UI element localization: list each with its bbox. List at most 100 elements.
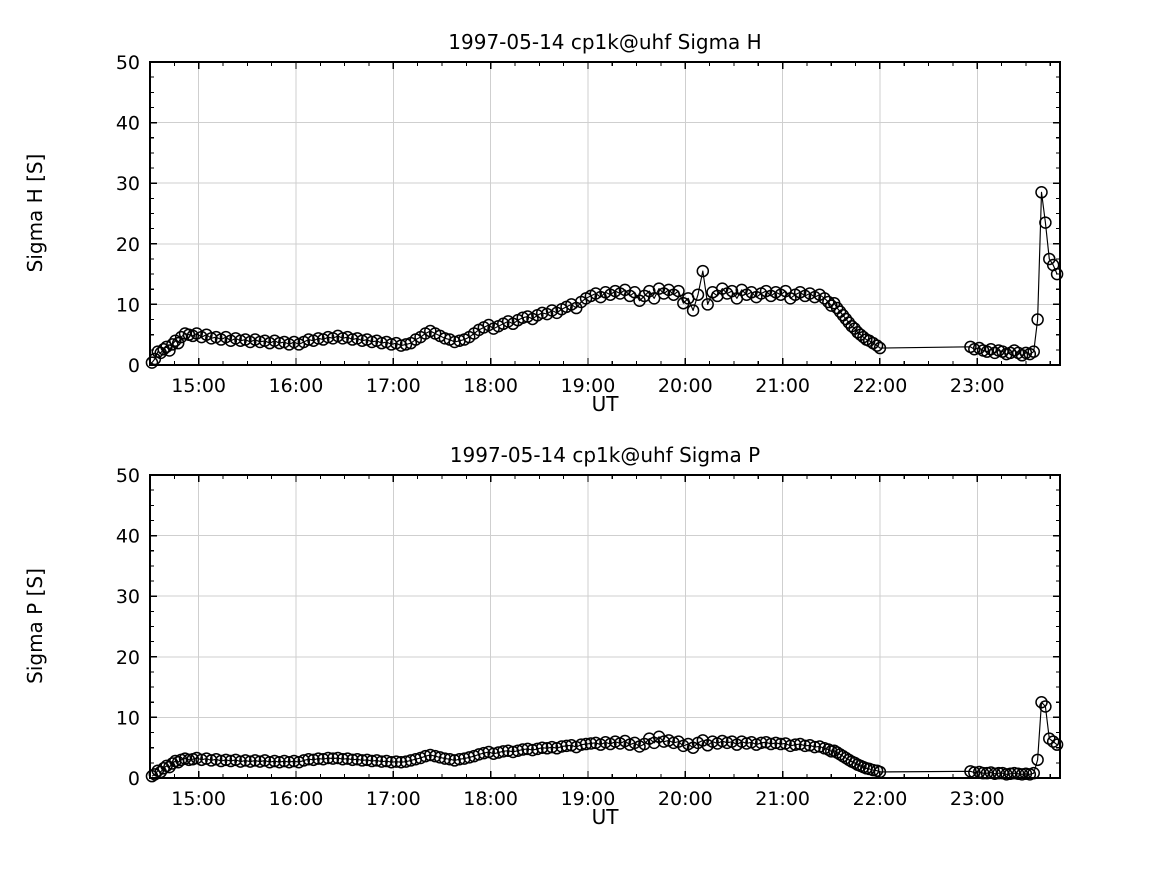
data-point-marker: [419, 749, 432, 763]
data-point-marker: [584, 737, 598, 750]
plot-markers-sigma-h: [145, 186, 1064, 369]
data-point-marker: [195, 753, 208, 767]
xtick-label: 19:00: [561, 788, 616, 810]
data-point-marker: [351, 752, 364, 766]
xtick-label: 19:00: [561, 375, 616, 397]
data-point-marker: [818, 292, 831, 305]
data-point-marker: [1015, 768, 1029, 781]
data-point-marker: [321, 330, 335, 344]
data-point-marker: [492, 746, 505, 759]
data-point-marker: [312, 752, 325, 765]
data-point-marker: [1035, 696, 1048, 709]
data-point-marker: [720, 736, 734, 750]
data-point-marker: [219, 753, 233, 767]
data-point-marker: [145, 356, 159, 369]
data-point-marker: [672, 284, 685, 298]
xtick-label: 21:00: [755, 375, 810, 397]
xtick-label: 15:00: [171, 788, 226, 810]
grid-sigma-p: [150, 475, 1060, 778]
data-point-marker: [268, 754, 281, 768]
ytick-label: 0: [128, 768, 140, 790]
data-point-marker: [1050, 267, 1064, 281]
data-point-marker: [1031, 313, 1044, 326]
data-point-marker: [555, 740, 568, 753]
data-point-marker: [248, 754, 262, 767]
data-point-marker: [341, 752, 354, 765]
chart-title-sigma-h: 1997-05-14 cp1k@uhf Sigma H: [448, 30, 761, 54]
data-point-marker: [531, 742, 544, 756]
data-point-marker: [1039, 700, 1052, 713]
data-point-marker: [355, 754, 369, 767]
data-point-marker: [789, 738, 802, 751]
data-point-marker: [375, 336, 388, 350]
data-point-marker: [477, 746, 491, 760]
plot-markers-sigma-p: [145, 696, 1064, 783]
xtick-label: 17:00: [366, 375, 421, 397]
data-point-marker: [516, 743, 530, 756]
data-point-marker: [1043, 252, 1056, 266]
data-point-marker: [365, 754, 379, 768]
data-point-marker: [764, 737, 778, 751]
data-point-marker: [1043, 732, 1056, 745]
data-point-marker: [1050, 738, 1064, 751]
ytick-label: 10: [116, 707, 140, 729]
data-point-marker: [453, 752, 466, 766]
data-point-marker: [380, 754, 393, 768]
ticks-sigma-h: [149, 61, 1060, 366]
data-point-marker: [516, 311, 530, 324]
data-point-marker: [740, 737, 753, 750]
data-point-marker: [282, 755, 296, 769]
data-point-marker: [326, 752, 340, 765]
xtick-label: 18:00: [463, 375, 518, 397]
data-point-marker: [769, 736, 783, 750]
data-point-marker: [497, 745, 510, 758]
ytick-label: 30: [116, 586, 140, 608]
data-point-marker: [375, 755, 388, 768]
data-point-marker: [239, 754, 252, 767]
data-point-marker: [297, 754, 311, 767]
data-point-marker: [365, 335, 379, 349]
data-point-marker: [321, 751, 335, 765]
xtick-label: 15:00: [171, 375, 226, 397]
ticklabels-sigma-h: 15:00 16:00 17:00 18:00 19:00 20:00 21:00 22:00…: [116, 52, 1005, 397]
data-point-marker: [1031, 753, 1044, 767]
data-point-marker: [278, 754, 291, 768]
data-point-marker: [701, 298, 714, 311]
ytick-label: 40: [116, 526, 140, 548]
data-point-marker: [336, 332, 349, 345]
data-point-marker: [205, 332, 218, 345]
data-point-marker: [866, 763, 880, 777]
data-point-marker: [205, 754, 218, 767]
xtick-label: 23:00: [950, 375, 1005, 397]
data-point-marker: [399, 338, 413, 351]
data-point-marker: [360, 753, 374, 767]
data-point-marker: [501, 744, 515, 757]
data-point-marker: [808, 740, 821, 754]
xtick-label: 22:00: [853, 788, 908, 810]
data-point-marker: [302, 752, 315, 766]
xtick-label: 20:00: [658, 788, 713, 810]
data-point-marker: [822, 295, 835, 309]
xtick-label: 20:00: [658, 375, 713, 397]
data-point-marker: [822, 743, 835, 756]
data-point-marker: [443, 752, 457, 766]
data-point-marker: [1039, 216, 1052, 229]
data-point-marker: [657, 735, 671, 748]
data-point-marker: [174, 330, 188, 344]
data-point-marker: [696, 264, 710, 278]
data-point-marker: [166, 338, 179, 351]
data-point-marker: [448, 754, 461, 767]
xaxis-label-sigma-p: UT: [592, 805, 620, 829]
data-point-marker: [312, 332, 325, 345]
data-point-marker: [389, 755, 403, 768]
chart-sigma-h: 1997-05-14 cp1k@uhf Sigma H 15:00 16:00 17…: [23, 30, 1064, 416]
xtick-label: 21:00: [755, 788, 810, 810]
data-point-marker: [579, 737, 593, 751]
panel-sigma-p: 1997-05-14 cp1k@uhf Sigma P 15:00 16:00 17…: [0, 437, 1167, 874]
data-point-marker: [1046, 735, 1060, 748]
xtick-label: 16:00: [269, 788, 324, 810]
ytick-label: 50: [116, 465, 140, 487]
data-point-marker: [370, 754, 384, 767]
data-point-marker: [438, 752, 452, 765]
